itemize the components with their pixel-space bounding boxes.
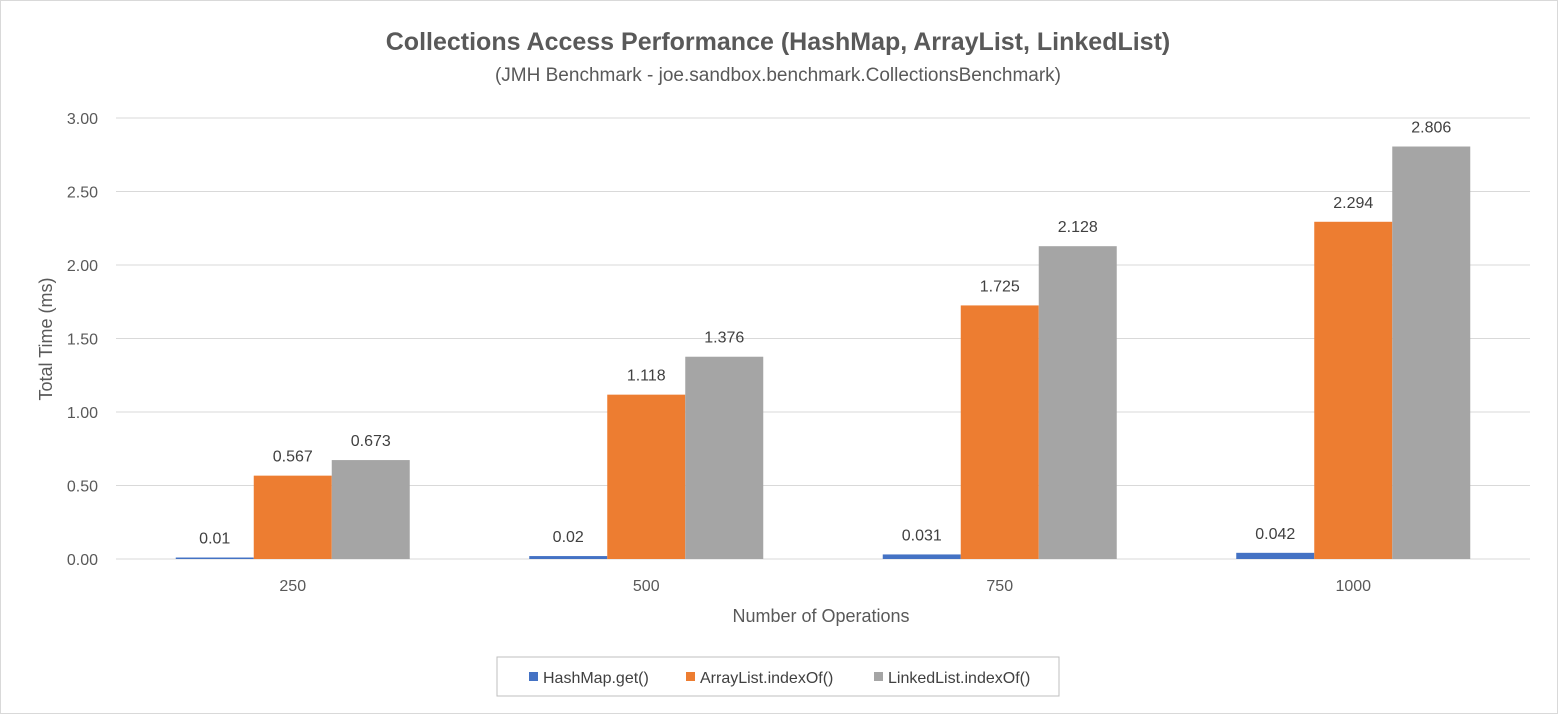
bar-1-750 (882, 554, 961, 559)
data-label: 2.806 (1411, 120, 1451, 137)
bar-3-250 (331, 460, 410, 559)
legend: HashMap.get() ArrayList.indexOf() LinkedLi… (496, 656, 1060, 697)
y-tick-label: 3.00 (67, 111, 98, 128)
data-label: 1.118 (627, 368, 666, 385)
x-axis-title: Number of Operations (732, 606, 909, 626)
data-label: 0.567 (273, 449, 313, 466)
y-axis-title: Total Time (ms) (36, 277, 56, 400)
data-label: 0.042 (1255, 526, 1295, 543)
y-tick-label: 2.00 (67, 258, 98, 275)
data-label: 0.01 (199, 531, 230, 548)
legend-swatch (874, 672, 883, 681)
y-tick-label: 1.00 (67, 405, 98, 422)
bar-2-1000 (1314, 221, 1393, 560)
data-label: 0.673 (351, 433, 391, 450)
data-label: 0.02 (553, 529, 584, 546)
legend-label: LinkedList.indexOf() (888, 670, 1030, 687)
legend-swatch (686, 672, 695, 681)
y-axis-ticks: 0.00 0.50 1.00 1.50 2.00 2.50 3.00 (67, 111, 98, 569)
data-label: 2.294 (1333, 195, 1373, 212)
y-tick-label: 2.50 (67, 185, 98, 202)
x-tick-label: 1000 (1335, 578, 1371, 595)
legend-swatch (529, 672, 538, 681)
data-labels: 0.01 0.567 0.673 0.02 1.118 1.376 0.031 1.725 2.… (199, 120, 1451, 548)
y-tick-label: 0.50 (67, 479, 98, 496)
bar-3-500 (685, 356, 764, 559)
bar-2-500 (607, 394, 686, 559)
x-axis-ticks: 250 500 750 1000 (279, 578, 1371, 595)
bar-1-1000 (1236, 552, 1315, 559)
legend-box (496, 656, 1060, 697)
legend-label: HashMap.get() (543, 670, 649, 687)
y-tick-label: 1.50 (67, 332, 98, 349)
bars (175, 146, 1471, 560)
x-tick-label: 250 (279, 578, 306, 595)
data-label: 2.128 (1058, 219, 1098, 236)
data-label: 1.725 (980, 278, 1020, 295)
legend-label: ArrayList.indexOf() (700, 670, 833, 687)
bar-2-750 (960, 305, 1039, 559)
x-tick-label: 750 (986, 578, 1013, 595)
chart-title: Collections Access Performance (HashMap,… (386, 28, 1171, 56)
chart-subtitle: (JMH Benchmark - joe.sandbox.benchmark.C… (495, 65, 1061, 86)
bar-3-1000 (1392, 146, 1471, 559)
bar-1-250 (175, 557, 254, 559)
data-label: 0.031 (902, 527, 942, 544)
y-tick-label: 0.00 (67, 552, 98, 569)
data-label: 1.376 (704, 330, 744, 347)
bar-3-750 (1038, 246, 1117, 559)
x-tick-label: 500 (633, 578, 660, 595)
bar-1-500 (529, 556, 608, 559)
bar-2-250 (253, 475, 332, 559)
